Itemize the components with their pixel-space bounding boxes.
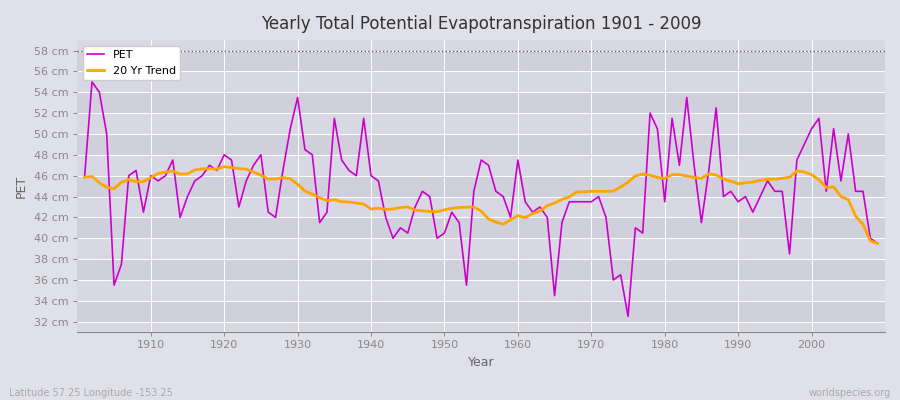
- PET: [520, 199, 531, 204]
- Text: Latitude 57.25 Longitude -153.25: Latitude 57.25 Longitude -153.25: [9, 388, 173, 398]
- PET: [623, 314, 634, 319]
- Y-axis label: PET: PET: [15, 174, 28, 198]
- 20 Yr Trend: [219, 164, 230, 169]
- 20 Yr Trend: [872, 241, 883, 246]
- Bar: [77, 238, 885, 259]
- Text: worldspecies.org: worldspecies.org: [809, 388, 891, 398]
- Bar: [77, 71, 885, 92]
- 20 Yr Trend: [608, 189, 618, 194]
- PET: [872, 241, 883, 246]
- Legend: PET, 20 Yr Trend: PET, 20 Yr Trend: [83, 46, 181, 80]
- X-axis label: Year: Year: [468, 356, 494, 369]
- Bar: [77, 134, 885, 155]
- PET: [307, 152, 318, 157]
- PET: [351, 173, 362, 178]
- 20 Yr Trend: [307, 192, 318, 196]
- Line: PET: PET: [85, 82, 878, 316]
- PET: [512, 158, 523, 162]
- Bar: [77, 176, 885, 196]
- PET: [146, 173, 157, 178]
- 20 Yr Trend: [138, 179, 148, 184]
- 20 Yr Trend: [520, 215, 531, 220]
- Line: 20 Yr Trend: 20 Yr Trend: [85, 166, 878, 244]
- 20 Yr Trend: [79, 175, 90, 180]
- Bar: [77, 92, 885, 113]
- PET: [608, 278, 618, 282]
- PET: [79, 173, 90, 178]
- Bar: [77, 217, 885, 238]
- Bar: [77, 259, 885, 280]
- Title: Yearly Total Potential Evapotranspiration 1901 - 2009: Yearly Total Potential Evapotranspiratio…: [261, 15, 701, 33]
- Bar: [77, 50, 885, 71]
- Bar: [77, 113, 885, 134]
- Bar: [77, 280, 885, 301]
- 20 Yr Trend: [512, 213, 523, 218]
- Bar: [77, 301, 885, 322]
- Bar: [77, 155, 885, 176]
- Bar: [77, 196, 885, 217]
- PET: [86, 80, 97, 84]
- 20 Yr Trend: [351, 201, 362, 206]
